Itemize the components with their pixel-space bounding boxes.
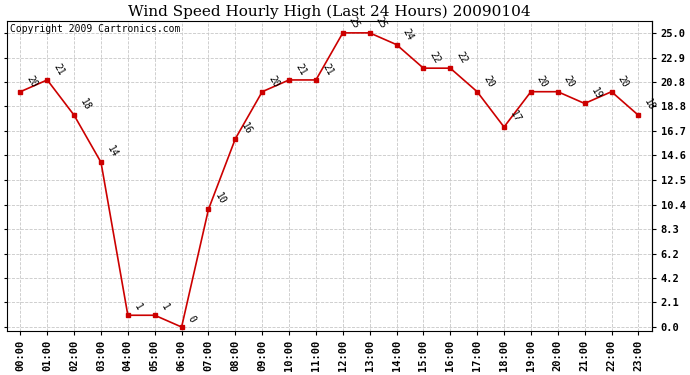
- Text: 17: 17: [509, 109, 523, 124]
- Text: 20: 20: [25, 74, 39, 89]
- Text: 14: 14: [105, 144, 119, 159]
- Text: 16: 16: [239, 121, 254, 136]
- Text: 21: 21: [293, 62, 308, 77]
- Text: 0: 0: [186, 314, 197, 324]
- Text: 20: 20: [562, 74, 576, 89]
- Text: 22: 22: [455, 50, 469, 65]
- Text: 20: 20: [482, 74, 496, 89]
- Text: 20: 20: [266, 74, 281, 89]
- Text: 18: 18: [78, 97, 93, 112]
- Text: 10: 10: [213, 191, 227, 207]
- Text: 25: 25: [347, 15, 362, 30]
- Text: 25: 25: [374, 15, 388, 30]
- Text: 19: 19: [589, 86, 603, 101]
- Text: 1: 1: [132, 302, 144, 312]
- Title: Wind Speed Hourly High (Last 24 Hours) 20090104: Wind Speed Hourly High (Last 24 Hours) 2…: [128, 4, 531, 18]
- Text: 20: 20: [535, 74, 550, 89]
- Text: Copyright 2009 Cartronics.com: Copyright 2009 Cartronics.com: [10, 24, 181, 34]
- Text: 18: 18: [642, 97, 657, 112]
- Text: 20: 20: [615, 74, 630, 89]
- Text: 21: 21: [52, 62, 66, 77]
- Text: 24: 24: [401, 27, 415, 42]
- Text: 21: 21: [320, 62, 335, 77]
- Text: 1: 1: [159, 302, 170, 312]
- Text: 22: 22: [428, 50, 442, 65]
